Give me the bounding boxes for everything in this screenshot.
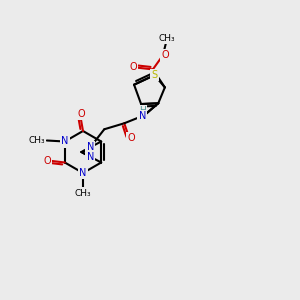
Text: S: S <box>152 70 158 80</box>
Text: H: H <box>139 106 146 115</box>
Text: CH₃: CH₃ <box>75 188 91 197</box>
Text: O: O <box>77 109 85 119</box>
Text: CH₃: CH₃ <box>158 34 175 43</box>
Text: N: N <box>139 111 146 121</box>
Text: O: O <box>161 50 169 60</box>
Text: N: N <box>61 136 68 146</box>
Text: N: N <box>79 168 87 178</box>
Text: N: N <box>87 152 94 162</box>
Text: O: O <box>129 62 137 72</box>
Text: O: O <box>128 133 135 143</box>
Text: O: O <box>43 155 51 166</box>
Text: CH₃: CH₃ <box>28 136 45 145</box>
Text: N: N <box>87 142 94 152</box>
